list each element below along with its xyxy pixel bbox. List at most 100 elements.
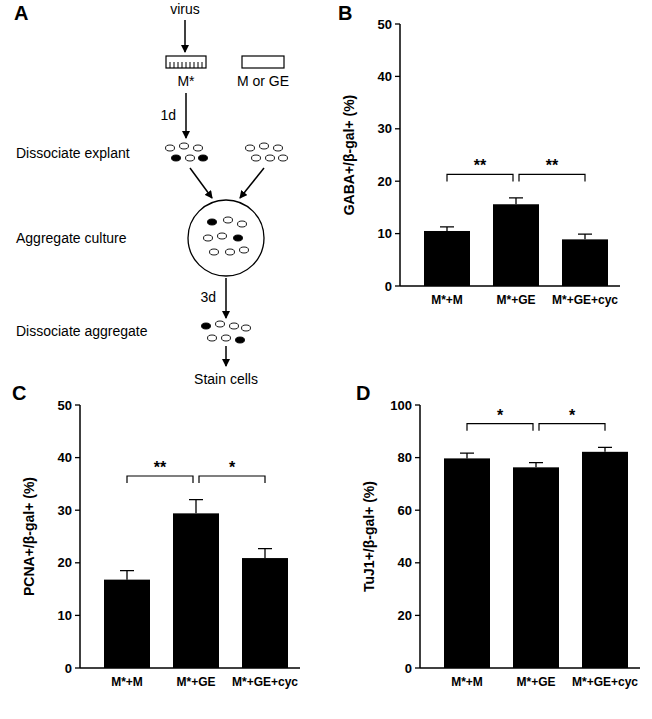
step-label: Dissociate aggregate — [16, 323, 148, 339]
infected-cell — [234, 235, 243, 241]
cell — [230, 323, 239, 329]
hatch — [186, 62, 187, 68]
hatch — [182, 62, 183, 68]
step-arrow — [225, 278, 227, 318]
cell — [266, 155, 275, 161]
explant-other-box — [242, 56, 284, 68]
cell — [224, 217, 233, 223]
y-tick-label: 0 — [405, 661, 412, 676]
cell — [240, 247, 249, 253]
bar — [582, 452, 628, 668]
significance-label: ** — [474, 157, 487, 174]
significance-label: ** — [154, 459, 167, 476]
bar-chart: DTuJ1+/β-gal+ (%)020406080100M*+MM*+GEM*… — [356, 382, 640, 689]
error-bar — [529, 463, 543, 468]
x-tick-label: M*+M — [451, 675, 483, 689]
y-axis — [79, 405, 81, 668]
y-tick-label: 40 — [58, 450, 72, 465]
x-tick-label: M*+GE — [496, 293, 535, 307]
bar-chart: BGABA+/β-gal+ (%)01020304050M*+MM*+GEM*+… — [338, 2, 620, 307]
y-tick-label: 80 — [398, 450, 412, 465]
virus-arrow — [184, 20, 186, 52]
cell — [218, 233, 227, 239]
panel-label: D — [356, 382, 370, 404]
error-bar — [509, 198, 523, 204]
figure: AvirusM*M or GE1dDissociate explantAggre… — [0, 0, 652, 719]
cell — [166, 145, 175, 151]
error-bar — [189, 500, 203, 514]
error-bar — [440, 227, 454, 231]
error-bar — [120, 571, 134, 580]
step-arrow — [225, 346, 227, 366]
duration-label: 3d — [200, 289, 216, 305]
bar — [424, 231, 470, 286]
bar — [493, 204, 539, 286]
significance-label: * — [569, 407, 576, 424]
error-bar — [258, 549, 272, 558]
y-tick-label: 20 — [58, 555, 72, 570]
error-bar — [460, 453, 474, 458]
cell — [242, 325, 251, 331]
y-tick-label: 10 — [378, 226, 392, 241]
y-tick-label: 40 — [398, 555, 412, 570]
x-tick-label: M*+GE+cyc — [232, 675, 298, 689]
y-axis-label: PCNA+/β-gal+ (%) — [21, 477, 37, 596]
hatch — [198, 62, 199, 68]
panel-label: C — [12, 382, 26, 404]
x-tick-label: M*+GE+cyc — [552, 293, 618, 307]
cell — [222, 335, 231, 341]
y-tick-label: 20 — [398, 608, 412, 623]
y-tick-label: 30 — [58, 503, 72, 518]
y-tick-label: 0 — [65, 661, 72, 676]
hatch — [190, 62, 191, 68]
hatch — [170, 62, 171, 68]
step-label: Dissociate explant — [16, 145, 130, 161]
duration-label: 1d — [160, 107, 176, 123]
y-tick-label: 10 — [58, 608, 72, 623]
cell — [210, 249, 219, 255]
cell — [260, 143, 269, 149]
step-label: Stain cells — [194, 371, 258, 387]
x-tick-label: M*+GE — [516, 675, 555, 689]
merge-arrow — [240, 168, 264, 198]
significance-bracket — [467, 424, 533, 431]
y-tick-label: 40 — [378, 69, 392, 84]
bar — [173, 513, 219, 668]
marks — [424, 198, 608, 286]
infected-cell — [199, 155, 208, 161]
significance-bracket — [199, 476, 265, 483]
cell — [246, 145, 255, 151]
error-bar — [578, 234, 592, 239]
bar — [104, 580, 150, 668]
hatch — [194, 62, 195, 68]
bar — [444, 458, 490, 668]
significance-label: ** — [546, 157, 559, 174]
bar — [562, 239, 608, 286]
significance-label: * — [497, 407, 504, 424]
infected-cell — [202, 323, 211, 329]
y-tick-label: 60 — [398, 503, 412, 518]
cell — [186, 155, 195, 161]
y-axis — [419, 405, 421, 668]
y-axis-label: GABA+/β-gal+ (%) — [341, 95, 357, 216]
merge-arrow — [190, 168, 212, 198]
aggregate — [188, 200, 264, 276]
hatch — [202, 62, 203, 68]
significance-bracket — [539, 424, 605, 431]
cell — [180, 143, 189, 149]
cell — [279, 155, 288, 161]
explant-label: M or GE — [237, 73, 289, 89]
significance-label: * — [229, 459, 236, 476]
cell — [226, 249, 235, 255]
cell — [238, 221, 247, 227]
y-tick-label: 30 — [378, 121, 392, 136]
infected-cell — [208, 219, 217, 225]
x-tick-label: M*+GE — [176, 675, 215, 689]
cell — [216, 321, 225, 327]
y-tick-label: 50 — [378, 17, 392, 32]
panel-label: B — [338, 2, 352, 24]
virus-label: virus — [170, 1, 200, 17]
cell — [208, 335, 217, 341]
diagram: AvirusM*M or GE1dDissociate explantAggre… — [14, 1, 289, 387]
y-tick-label: 20 — [378, 174, 392, 189]
